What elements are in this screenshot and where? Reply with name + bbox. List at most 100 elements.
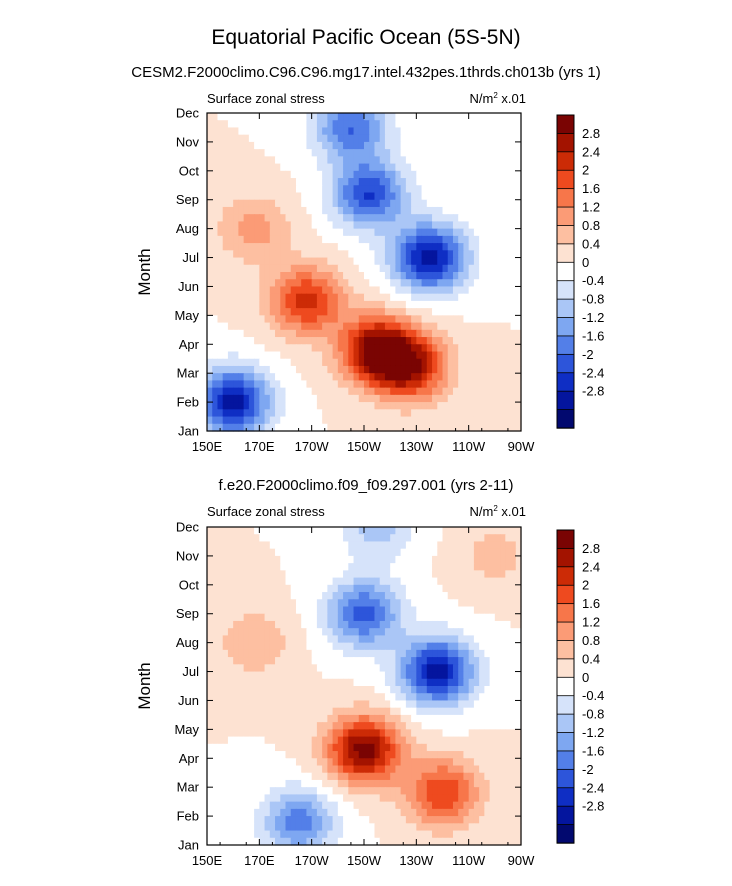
field-cell (312, 708, 318, 716)
field-cell (338, 715, 344, 723)
field-cell (233, 388, 239, 396)
field-cell (385, 142, 391, 150)
field-cell (254, 614, 260, 622)
field-cell (270, 286, 276, 294)
field-cell (286, 744, 292, 752)
field-cell (212, 679, 218, 687)
field-cell (312, 607, 318, 615)
field-cell (228, 149, 234, 157)
colorbar-label: -0.8 (582, 292, 604, 307)
field-cell (463, 766, 469, 774)
field-cell (265, 120, 271, 128)
field-cell (249, 635, 255, 643)
field-cell (443, 193, 449, 201)
field-cell (505, 556, 511, 564)
field-cell (490, 708, 496, 716)
field-cell (500, 286, 506, 294)
field-cell (217, 708, 223, 716)
field-cell (443, 556, 449, 564)
field-cell (312, 643, 318, 651)
field-cell (280, 178, 286, 186)
field-cell (249, 113, 255, 121)
field-cell (437, 744, 443, 752)
field-cell (280, 766, 286, 774)
field-cell (249, 250, 255, 258)
field-cell (463, 578, 469, 586)
field-cell (469, 279, 475, 287)
field-cell (432, 352, 438, 360)
field-cell (359, 265, 365, 273)
field-cell (422, 773, 428, 781)
field-cell (249, 265, 255, 273)
field-cell (443, 221, 449, 229)
field-cell (296, 409, 302, 417)
field-cell (443, 657, 449, 665)
field-cell (505, 679, 511, 687)
field-cell (479, 330, 485, 338)
field-cell (259, 766, 265, 774)
field-cell (443, 541, 449, 549)
colorbar-swatch (557, 336, 574, 355)
field-cell (317, 236, 323, 244)
field-cell (463, 127, 469, 135)
field-cell (233, 751, 239, 759)
field-cell (380, 142, 386, 150)
field-cell (249, 758, 255, 766)
field-cell (249, 149, 255, 157)
field-cell (364, 265, 370, 273)
field-cell (469, 722, 475, 730)
field-cell (228, 729, 234, 737)
field-cell (437, 650, 443, 658)
field-cell (395, 156, 401, 164)
field-cell (354, 265, 360, 273)
field-cell (322, 527, 328, 535)
field-cell (505, 402, 511, 410)
field-cell (495, 679, 501, 687)
field-cell (217, 395, 223, 403)
field-cell (228, 794, 234, 802)
field-cell (291, 729, 297, 737)
field-cell (333, 200, 339, 208)
field-cell (275, 614, 281, 622)
field-cell (207, 635, 213, 643)
field-cell (317, 657, 323, 665)
field-cell (338, 614, 344, 622)
field-cell (254, 402, 260, 410)
field-cell (254, 409, 260, 417)
field-cell (448, 323, 454, 331)
field-cell (474, 258, 480, 266)
field-cell (505, 272, 511, 280)
field-cell (453, 366, 459, 374)
field-cell (217, 635, 223, 643)
field-cell (374, 236, 380, 244)
field-cell (469, 693, 475, 701)
field-cell (369, 621, 375, 629)
field-cell (322, 265, 328, 273)
field-cell (490, 315, 496, 323)
field-cell (432, 135, 438, 143)
field-cell (369, 549, 375, 557)
field-cell (359, 330, 365, 338)
field-cell (338, 178, 344, 186)
field-cell (238, 643, 244, 651)
field-cell (233, 294, 239, 302)
field-cell (207, 156, 213, 164)
field-cell (275, 294, 281, 302)
field-cell (207, 693, 213, 701)
field-cell (395, 294, 401, 302)
field-cell (463, 686, 469, 694)
field-cell (401, 686, 407, 694)
field-cell (422, 672, 428, 680)
field-cell (265, 417, 271, 425)
field-cell (254, 301, 260, 309)
field-cell (380, 214, 386, 222)
field-cell (474, 294, 480, 302)
field-cell (453, 185, 459, 193)
field-cell (469, 527, 475, 535)
field-cell (280, 315, 286, 323)
panel-2-left-label: Surface zonal stress (207, 504, 325, 519)
field-cell (286, 628, 292, 636)
field-cell (327, 395, 333, 403)
field-cell (343, 722, 349, 730)
field-cell (254, 294, 260, 302)
